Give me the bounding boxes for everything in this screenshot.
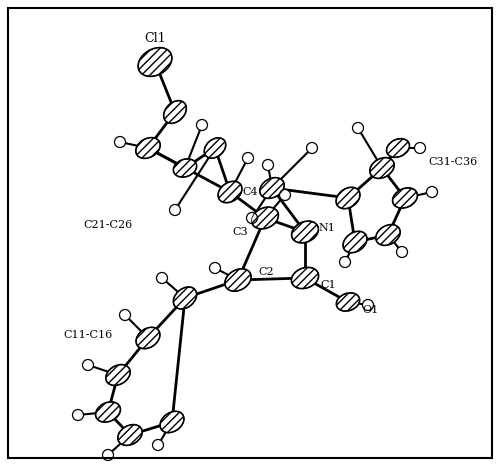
Text: O1: O1 <box>362 305 378 315</box>
Ellipse shape <box>252 207 278 229</box>
Text: C3: C3 <box>232 227 248 237</box>
Circle shape <box>362 300 374 310</box>
Circle shape <box>120 309 130 321</box>
Circle shape <box>414 143 426 153</box>
Text: C1: C1 <box>320 280 336 290</box>
Circle shape <box>262 159 274 171</box>
Circle shape <box>72 410 84 420</box>
Circle shape <box>306 143 318 153</box>
Circle shape <box>152 439 164 451</box>
Ellipse shape <box>164 101 186 123</box>
Ellipse shape <box>336 293 359 311</box>
Ellipse shape <box>292 267 318 288</box>
Ellipse shape <box>174 287 197 309</box>
Text: Cl1: Cl1 <box>144 32 166 44</box>
Ellipse shape <box>336 187 360 209</box>
Ellipse shape <box>218 181 242 203</box>
Ellipse shape <box>260 178 284 199</box>
Circle shape <box>246 212 258 224</box>
Circle shape <box>280 190 290 200</box>
Ellipse shape <box>392 188 417 208</box>
Circle shape <box>242 152 254 164</box>
Ellipse shape <box>136 327 160 349</box>
Circle shape <box>340 256 350 267</box>
Text: C31-C36: C31-C36 <box>428 157 477 167</box>
Ellipse shape <box>96 402 120 422</box>
Ellipse shape <box>386 139 409 158</box>
Ellipse shape <box>138 48 172 76</box>
Text: C2: C2 <box>258 267 274 277</box>
Ellipse shape <box>136 137 160 158</box>
Ellipse shape <box>370 158 394 178</box>
Ellipse shape <box>292 221 318 243</box>
Circle shape <box>114 137 126 148</box>
Circle shape <box>156 273 168 283</box>
Ellipse shape <box>160 411 184 433</box>
Ellipse shape <box>225 269 251 291</box>
Text: C4: C4 <box>242 187 258 197</box>
Circle shape <box>426 186 438 198</box>
Circle shape <box>196 119 207 130</box>
Text: C21-C26: C21-C26 <box>84 220 132 230</box>
Ellipse shape <box>174 159 197 177</box>
Circle shape <box>396 247 407 258</box>
Ellipse shape <box>106 364 130 385</box>
Text: N1: N1 <box>318 223 335 233</box>
Ellipse shape <box>118 425 142 445</box>
Circle shape <box>170 205 180 215</box>
Circle shape <box>82 359 94 370</box>
Circle shape <box>352 123 364 133</box>
Text: C11-C16: C11-C16 <box>64 330 112 340</box>
Ellipse shape <box>376 225 400 246</box>
Ellipse shape <box>204 138 226 158</box>
Circle shape <box>102 450 114 460</box>
Circle shape <box>210 262 220 274</box>
Ellipse shape <box>343 231 367 253</box>
